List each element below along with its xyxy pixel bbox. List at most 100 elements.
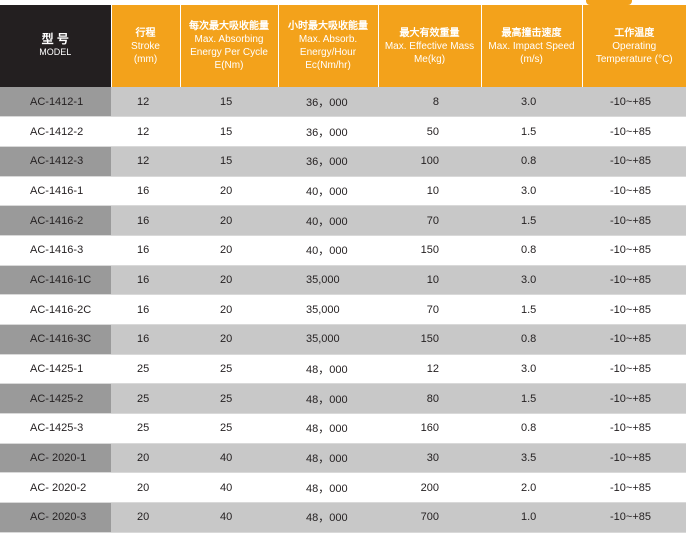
cell-mass: 160 xyxy=(378,413,481,444)
cell-mass: 70 xyxy=(378,205,481,236)
cell-hour: 48，000 xyxy=(278,502,378,533)
cell-hour: 35,000 xyxy=(278,324,378,355)
cell-stroke: 12 xyxy=(111,116,180,147)
cell-cycle: 40 xyxy=(180,502,278,533)
cell-cycle: 15 xyxy=(180,116,278,147)
cell-hour: 48，000 xyxy=(278,354,378,385)
corner-tab xyxy=(586,0,632,5)
header-speed-zh: 最高撞击速度 xyxy=(501,27,562,39)
cell-model: AC-1416-3 xyxy=(0,235,111,266)
cell-mass: 100 xyxy=(378,146,481,177)
cell-temp: -10~+85 xyxy=(582,383,686,415)
cell-hour: 48，000 xyxy=(278,472,378,504)
cell-speed: 0.8 xyxy=(481,324,582,355)
header-hour-zh: 小时最大吸收能量 xyxy=(288,21,368,32)
header-stroke-zh: 行程 xyxy=(135,27,156,39)
cell-hour: 40，000 xyxy=(278,176,378,207)
header-mass: 最大有效重量 Max. Effective Mass Me(kg) xyxy=(378,5,482,87)
cell-stroke: 25 xyxy=(111,354,180,385)
cell-temp: -10~+85 xyxy=(582,294,686,325)
cell-cycle: 15 xyxy=(180,87,278,118)
cell-speed: 3.0 xyxy=(481,176,582,207)
cell-model: AC-1412-3 xyxy=(0,146,111,177)
cell-model: AC-1425-2 xyxy=(0,383,111,415)
cell-temp: -10~+85 xyxy=(582,324,686,355)
table-row: AC- 2020-3 20 40 48，000 700 1.0 -10~+85 xyxy=(0,502,686,533)
cell-stroke: 25 xyxy=(111,383,180,415)
cell-stroke: 16 xyxy=(111,176,180,207)
header-model: 型 号 MODEL xyxy=(0,5,112,87)
header-model-zh: 型 号 xyxy=(41,32,69,46)
cell-mass: 50 xyxy=(378,116,481,147)
cell-speed: 3.0 xyxy=(481,265,582,296)
cell-speed: 0.8 xyxy=(481,146,582,177)
cell-stroke: 25 xyxy=(111,413,180,444)
cell-mass: 12 xyxy=(378,354,481,385)
cell-mass: 30 xyxy=(378,443,481,474)
table-row: AC-1412-1 12 15 36，000 8 3.0 -10~+85 xyxy=(0,87,686,118)
cell-model: AC-1425-3 xyxy=(0,413,111,444)
header-stroke: 行程 Stroke (mm) xyxy=(111,5,181,87)
cell-hour: 48，000 xyxy=(278,443,378,474)
cell-stroke: 12 xyxy=(111,87,180,118)
table-body: AC-1412-1 12 15 36，000 8 3.0 -10~+85 AC-1412-2 1… xyxy=(0,87,686,533)
table-row: AC-1416-2C 16 20 35,000 70 1.5 -10~+85 xyxy=(0,294,686,325)
cell-speed: 2.0 xyxy=(481,472,582,504)
cell-model: AC-1416-1C xyxy=(0,265,111,296)
cell-temp: -10~+85 xyxy=(582,116,686,147)
cell-hour: 36，000 xyxy=(278,116,378,147)
cell-mass: 150 xyxy=(378,235,481,266)
cell-cycle: 15 xyxy=(180,146,278,177)
cell-stroke: 20 xyxy=(111,502,180,533)
cell-cycle: 20 xyxy=(180,205,278,236)
cell-model: AC-1416-1 xyxy=(0,176,111,207)
cell-temp: -10~+85 xyxy=(582,235,686,266)
header-model-en: MODEL xyxy=(39,47,72,57)
table-row: AC- 2020-2 20 40 48，000 200 2.0 -10~+85 xyxy=(0,472,686,504)
header-speed-en: Max. Impact Speed (m/s) xyxy=(488,40,575,65)
cell-stroke: 12 xyxy=(111,146,180,177)
cell-speed: 1.5 xyxy=(481,383,582,415)
table-header: 型 号 MODEL 行程 Stroke (mm) 每次最大吸收能量 Max. A… xyxy=(0,5,686,87)
table-row: AC-1425-1 25 25 48，000 12 3.0 -10~+85 xyxy=(0,354,686,385)
header-stroke-en: Stroke xyxy=(131,40,160,52)
cell-model: AC- 2020-3 xyxy=(0,502,111,533)
cell-speed: 1.5 xyxy=(481,205,582,236)
table-row: AC-1425-3 25 25 48，000 160 0.8 -10~+85 xyxy=(0,413,686,444)
table-row: AC-1416-1C 16 20 35,000 10 3.0 -10~+85 xyxy=(0,265,686,296)
cell-hour: 48，000 xyxy=(278,413,378,444)
header-stroke-unit: (mm) xyxy=(133,53,158,65)
cell-model: AC-1412-1 xyxy=(0,87,111,118)
cell-speed: 3.0 xyxy=(481,87,582,118)
header-hour-en: Max. Absorb. Energy/Hour Ec(Nm/hr) xyxy=(298,34,358,71)
cell-temp: -10~+85 xyxy=(582,354,686,385)
cell-stroke: 20 xyxy=(111,443,180,474)
cell-cycle: 40 xyxy=(180,443,278,474)
table-row: AC- 2020-1 20 40 48，000 30 3.5 -10~+85 xyxy=(0,443,686,474)
cell-stroke: 16 xyxy=(111,235,180,266)
cell-cycle: 25 xyxy=(180,413,278,444)
table-row: AC-1412-2 12 15 36，000 50 1.5 -10~+85 xyxy=(0,116,686,147)
header-temp-en: Operating Temperature (°C) xyxy=(595,40,673,65)
cell-model: AC- 2020-2 xyxy=(0,472,111,504)
cell-mass: 10 xyxy=(378,176,481,207)
header-cycle: 每次最大吸收能量 Max. Absorbing Energy Per Cycle… xyxy=(180,5,279,87)
cell-temp: -10~+85 xyxy=(582,472,686,504)
cell-mass: 150 xyxy=(378,324,481,355)
cell-cycle: 25 xyxy=(180,354,278,385)
cell-mass: 200 xyxy=(378,472,481,504)
cell-cycle: 20 xyxy=(180,324,278,355)
cell-speed: 1.0 xyxy=(481,502,582,533)
cell-mass: 8 xyxy=(378,87,481,118)
header-cycle-en: Max. Absorbing Energy Per Cycle E(Nm) xyxy=(190,34,268,71)
cell-temp: -10~+85 xyxy=(582,146,686,177)
cell-stroke: 16 xyxy=(111,265,180,296)
cell-hour: 48，000 xyxy=(278,383,378,415)
cell-cycle: 20 xyxy=(180,235,278,266)
table-row: AC-1416-3C 16 20 35,000 150 0.8 -10~+85 xyxy=(0,324,686,355)
cell-stroke: 20 xyxy=(111,472,180,504)
cell-temp: -10~+85 xyxy=(582,443,686,474)
cell-speed: 3.5 xyxy=(481,443,582,474)
cell-hour: 35,000 xyxy=(278,294,378,325)
